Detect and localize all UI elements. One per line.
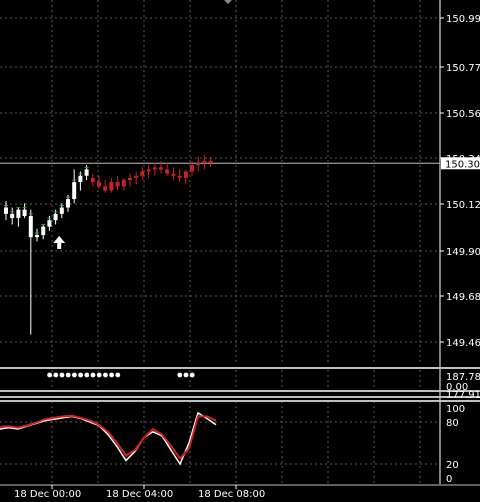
stoch-tick-label: 20 — [446, 460, 459, 471]
stoch-main-line — [0, 411, 217, 466]
indicator-dot — [72, 372, 77, 378]
indicator-dot — [65, 372, 71, 378]
candle-body[interactable] — [53, 213, 58, 221]
candle-body[interactable] — [66, 199, 70, 208]
candle-body[interactable] — [140, 171, 145, 176]
indicator-dot — [109, 372, 114, 378]
candle-body[interactable] — [97, 182, 101, 187]
candle-body[interactable] — [90, 177, 95, 183]
price-tick-label: 150.560 — [446, 109, 480, 120]
price-tick-label: 149.465 — [446, 338, 480, 349]
candle-body[interactable] — [103, 186, 108, 191]
candle-body[interactable] — [4, 207, 8, 214]
dot-panel-tick-label: 187.780 — [446, 372, 480, 383]
candle-body[interactable] — [41, 226, 46, 236]
time-axis-label: 18 Dec 08:00 — [198, 489, 265, 500]
candle-body[interactable] — [196, 163, 201, 166]
dot-panel-tick-label: 0.00 — [446, 382, 468, 393]
candle-body[interactable] — [183, 171, 188, 178]
indicator-dot — [189, 372, 195, 378]
candle-body[interactable] — [59, 207, 64, 214]
time-axis-label: 18 Dec 04:00 — [106, 489, 173, 500]
candle-body[interactable] — [72, 182, 77, 200]
price-tick-label: 150.120 — [446, 200, 480, 211]
indicator-dot — [96, 372, 102, 378]
price-tick-label: 149.685 — [446, 292, 480, 303]
up-arrow-icon — [53, 236, 66, 249]
scroll-marker-icon — [224, 0, 232, 4]
indicator-dot — [59, 372, 65, 378]
candle-body[interactable] — [208, 160, 213, 164]
candle-body[interactable] — [84, 169, 89, 176]
candle-body[interactable] — [128, 177, 132, 180]
candle-body[interactable] — [109, 182, 114, 191]
candle-body[interactable] — [16, 209, 21, 219]
candle-body[interactable] — [78, 175, 83, 183]
candle-body[interactable] — [134, 175, 139, 178]
indicator-dot — [103, 372, 108, 378]
stoch-signal-line — [0, 414, 217, 460]
candle-body[interactable] — [159, 167, 163, 170]
candle-body[interactable] — [171, 173, 176, 176]
indicator-dot — [78, 372, 83, 378]
indicator-dot — [47, 372, 52, 378]
current-price-tag — [441, 157, 480, 170]
candle-body[interactable] — [47, 220, 52, 227]
indicator-dot — [115, 372, 121, 378]
candle-body[interactable] — [146, 169, 151, 172]
indicator-dot — [177, 372, 183, 378]
stoch-tick-label: 80 — [446, 418, 459, 429]
candle-body[interactable] — [165, 169, 170, 174]
stoch-tick-label: 177.916 — [446, 390, 480, 401]
price-tick-label: 150.995 — [446, 14, 480, 25]
candle-body[interactable] — [177, 175, 182, 178]
candle-body[interactable] — [28, 216, 33, 238]
time-axis-label: 18 Dec 00:00 — [14, 489, 81, 500]
current-price-label: 150.309 — [445, 159, 480, 170]
price-tick-label: 150.775 — [446, 63, 480, 74]
candle-body[interactable] — [115, 182, 120, 187]
candle-body[interactable] — [190, 165, 194, 172]
candle-body[interactable] — [152, 167, 157, 170]
candle-body[interactable] — [10, 213, 15, 219]
candle-body[interactable] — [22, 209, 27, 216]
candle-body[interactable] — [121, 180, 126, 187]
candle-body[interactable] — [202, 160, 207, 164]
indicator-dot — [183, 372, 189, 378]
stoch-tick-label: 0 — [446, 474, 452, 485]
indicator-dot — [84, 372, 90, 378]
stoch-tick-label: 100 — [446, 404, 465, 415]
price-tick-label: 149.900 — [446, 247, 480, 258]
indicator-dot — [53, 372, 59, 378]
candle-body[interactable] — [35, 235, 39, 238]
indicator-dot — [90, 372, 96, 378]
